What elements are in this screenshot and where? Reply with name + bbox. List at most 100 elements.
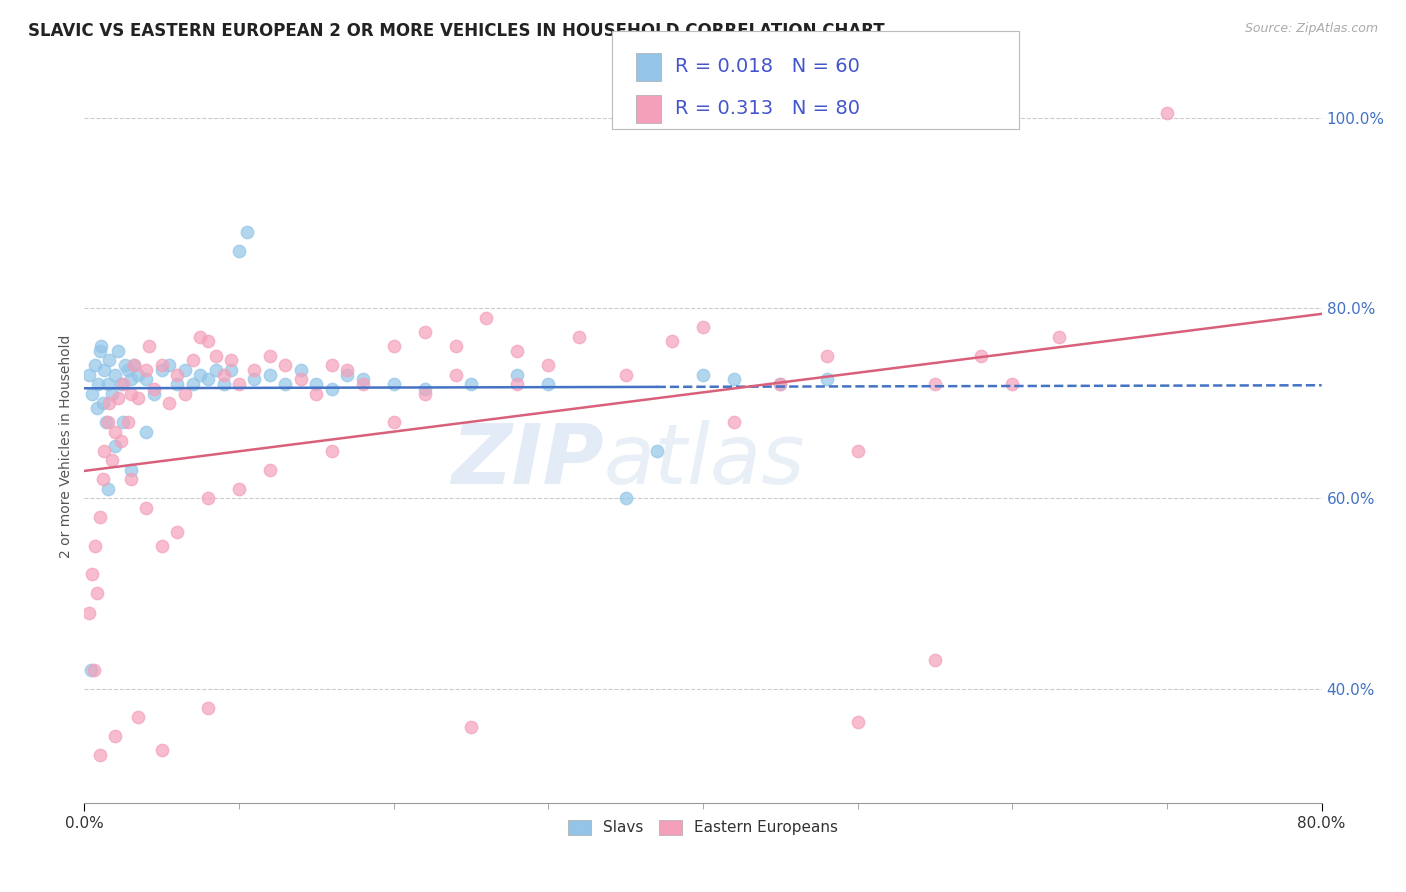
Point	[120, 372, 142, 386]
Point	[120, 386, 142, 401]
Point	[122, 358, 145, 372]
Point	[91, 472, 114, 486]
Point	[104, 439, 127, 453]
Point	[1001, 377, 1024, 392]
Point	[228, 377, 250, 392]
Text: R = 0.313   N = 80: R = 0.313 N = 80	[675, 99, 860, 119]
Point	[568, 329, 591, 343]
Point	[815, 349, 838, 363]
Point	[815, 372, 838, 386]
Point	[166, 377, 188, 392]
Point	[188, 329, 212, 343]
Point	[692, 320, 714, 334]
Point	[413, 325, 436, 339]
Point	[1047, 329, 1070, 343]
Point	[614, 368, 637, 382]
Point	[243, 363, 266, 377]
Point	[150, 539, 173, 553]
Point	[235, 225, 259, 239]
Point	[101, 453, 124, 467]
Point	[138, 339, 160, 353]
Point	[150, 363, 173, 377]
Point	[460, 377, 482, 392]
Point	[321, 358, 343, 372]
Legend: Slavs, Eastern Europeans: Slavs, Eastern Europeans	[562, 814, 844, 841]
Point	[212, 377, 235, 392]
Point	[114, 358, 136, 372]
Point	[614, 491, 637, 506]
Point	[96, 377, 118, 392]
Point	[205, 363, 228, 377]
Point	[98, 353, 121, 368]
Point	[117, 363, 139, 377]
Text: atlas: atlas	[605, 420, 806, 500]
Point	[77, 606, 100, 620]
Point	[475, 310, 498, 325]
Point	[150, 743, 173, 757]
Point	[460, 720, 482, 734]
Point	[382, 339, 405, 353]
Point	[924, 377, 946, 392]
Point	[970, 349, 993, 363]
Point	[127, 710, 149, 724]
Point	[110, 434, 132, 449]
Point	[84, 358, 107, 372]
Point	[645, 443, 668, 458]
Point	[924, 653, 946, 667]
Point	[84, 539, 107, 553]
Point	[321, 443, 343, 458]
Point	[107, 343, 129, 358]
Point	[181, 377, 204, 392]
Point	[82, 386, 104, 401]
Point	[112, 377, 135, 392]
Point	[127, 392, 149, 406]
Point	[290, 372, 312, 386]
Point	[89, 748, 111, 763]
Point	[86, 586, 108, 600]
Point	[96, 482, 118, 496]
Point	[120, 472, 142, 486]
Point	[87, 377, 110, 392]
Point	[122, 358, 145, 372]
Point	[221, 353, 243, 368]
Text: R = 0.018   N = 60: R = 0.018 N = 60	[675, 57, 859, 77]
Point	[188, 368, 212, 382]
Point	[89, 343, 111, 358]
Point	[723, 372, 745, 386]
Point	[723, 415, 745, 429]
Point	[89, 510, 111, 524]
Point	[221, 363, 243, 377]
Point	[243, 372, 266, 386]
Point	[506, 343, 529, 358]
Point	[77, 368, 100, 382]
Text: SLAVIC VS EASTERN EUROPEAN 2 OR MORE VEHICLES IN HOUSEHOLD CORRELATION CHART: SLAVIC VS EASTERN EUROPEAN 2 OR MORE VEH…	[28, 22, 884, 40]
Point	[846, 714, 869, 729]
Point	[769, 377, 792, 392]
Point	[174, 386, 197, 401]
Point	[382, 415, 405, 429]
Point	[228, 244, 250, 258]
Point	[382, 377, 405, 392]
Point	[79, 663, 101, 677]
Point	[135, 500, 157, 515]
Point	[197, 372, 219, 386]
Point	[197, 334, 219, 349]
Point	[150, 358, 173, 372]
Point	[537, 358, 560, 372]
Text: ZIP: ZIP	[451, 420, 605, 500]
Point	[91, 396, 114, 410]
Point	[117, 415, 139, 429]
Point	[127, 368, 149, 382]
Point	[336, 363, 359, 377]
Point	[94, 415, 117, 429]
Point	[197, 491, 219, 506]
Point	[104, 729, 127, 743]
Point	[159, 396, 180, 410]
Point	[259, 368, 281, 382]
Point	[82, 567, 104, 582]
Point	[661, 334, 683, 349]
Point	[90, 339, 112, 353]
Text: Source: ZipAtlas.com: Source: ZipAtlas.com	[1244, 22, 1378, 36]
Point	[93, 363, 115, 377]
Point	[112, 415, 135, 429]
